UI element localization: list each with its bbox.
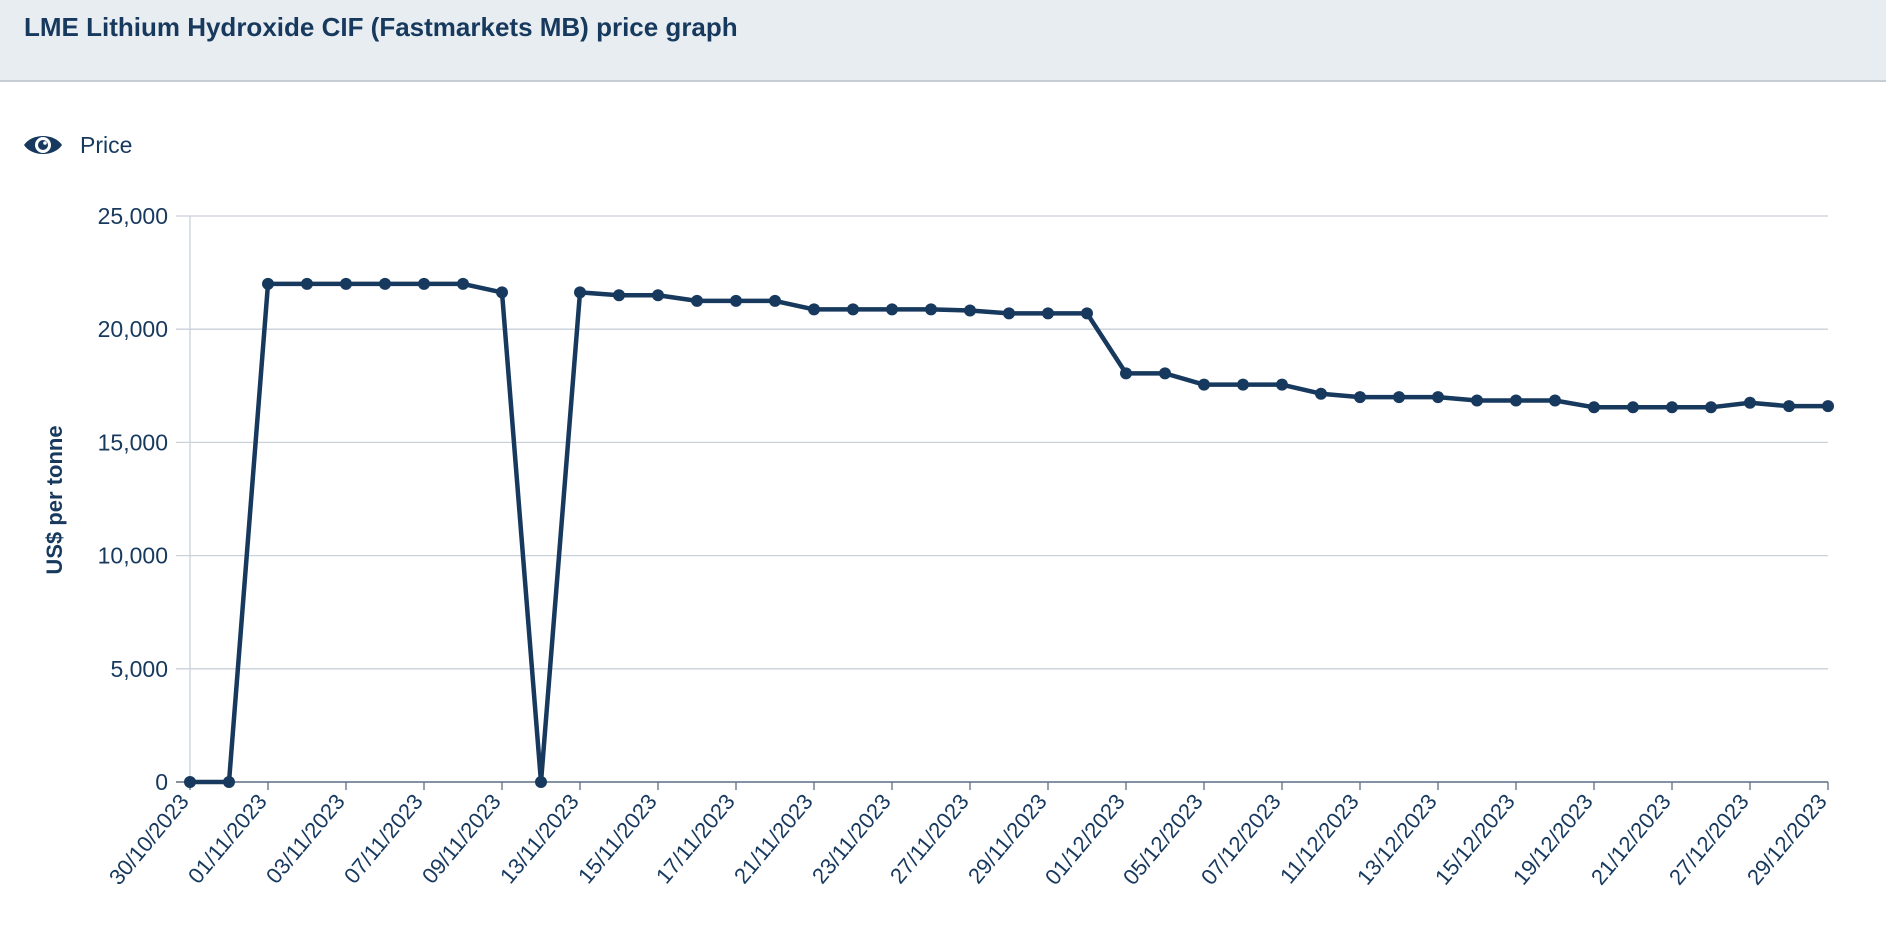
data-point[interactable]: [691, 294, 703, 307]
data-point[interactable]: [1588, 401, 1600, 414]
eye-icon[interactable]: [22, 130, 64, 160]
data-point[interactable]: [613, 289, 625, 302]
data-point[interactable]: [1822, 400, 1834, 413]
x-tick-label: 01/11/2023: [183, 789, 272, 888]
y-tick-label: 5,000: [110, 656, 168, 682]
data-point[interactable]: [1198, 378, 1210, 391]
data-point[interactable]: [1003, 307, 1015, 320]
x-tick-label: 05/12/2023: [1118, 789, 1208, 889]
x-tick-label: 17/11/2023: [651, 789, 740, 888]
data-point[interactable]: [1393, 391, 1405, 404]
x-tick-label: 21/11/2023: [729, 789, 818, 888]
x-tick-label: 27/11/2023: [885, 789, 974, 888]
y-tick-label: 25,000: [98, 203, 168, 229]
x-tick-label: 29/11/2023: [963, 789, 1052, 888]
x-tick-label: 30/10/2023: [104, 789, 194, 889]
y-tick-label: 10,000: [98, 543, 168, 569]
data-point[interactable]: [1744, 396, 1756, 409]
data-point[interactable]: [769, 294, 781, 307]
data-point[interactable]: [223, 776, 235, 788]
series-line-price: [187, 281, 1831, 785]
data-point[interactable]: [652, 289, 664, 302]
data-point[interactable]: [1666, 401, 1678, 414]
data-point[interactable]: [886, 303, 898, 316]
x-tick-label: 11/12/2023: [1275, 789, 1364, 888]
data-point[interactable]: [1042, 307, 1054, 320]
data-point[interactable]: [1081, 307, 1093, 320]
data-point[interactable]: [1432, 391, 1444, 404]
data-point[interactable]: [379, 277, 391, 290]
x-tick-label: 15/11/2023: [573, 789, 662, 888]
data-point[interactable]: [457, 277, 469, 290]
y-tick-label: 20,000: [98, 316, 168, 342]
chart-title: LME Lithium Hydroxide CIF (Fastmarkets M…: [24, 12, 738, 42]
data-point[interactable]: [535, 776, 547, 788]
x-tick-label: 21/12/2023: [1586, 789, 1676, 889]
x-tick-label: 29/12/2023: [1742, 789, 1832, 889]
gridlines: [176, 215, 1828, 783]
data-point[interactable]: [730, 294, 742, 307]
legend-label: Price: [80, 131, 133, 158]
x-tick-label: 03/11/2023: [261, 789, 350, 888]
x-tick-label: 13/11/2023: [495, 789, 584, 888]
data-point[interactable]: [1510, 394, 1522, 407]
data-point[interactable]: [1627, 401, 1639, 414]
data-point[interactable]: [925, 303, 937, 316]
series-price: [184, 277, 1834, 788]
data-point[interactable]: [574, 286, 586, 299]
data-point[interactable]: [1783, 400, 1795, 413]
x-tick-label: 01/12/2023: [1040, 789, 1130, 889]
y-tick-label: 0: [155, 769, 168, 795]
data-point[interactable]: [847, 303, 859, 316]
x-tick-label: 07/11/2023: [339, 789, 428, 888]
data-point[interactable]: [184, 776, 196, 788]
data-point[interactable]: [1120, 367, 1132, 380]
data-point[interactable]: [496, 286, 508, 299]
data-point[interactable]: [340, 277, 352, 290]
data-point[interactable]: [418, 277, 430, 290]
data-point[interactable]: [1276, 378, 1288, 391]
data-point[interactable]: [1159, 367, 1171, 380]
data-point[interactable]: [1354, 391, 1366, 404]
data-point[interactable]: [262, 277, 274, 290]
x-tick-label: 23/11/2023: [807, 789, 896, 888]
x-tick-label: 27/12/2023: [1664, 789, 1754, 889]
data-point[interactable]: [1471, 394, 1483, 407]
data-point[interactable]: [808, 303, 820, 316]
y-tick-label: 15,000: [98, 429, 168, 455]
legend-item-price[interactable]: Price: [22, 130, 132, 160]
data-point[interactable]: [1315, 387, 1327, 400]
x-tick-label: 15/12/2023: [1430, 789, 1520, 889]
y-axis-label: US$ per tonne: [42, 425, 67, 574]
chart-header: LME Lithium Hydroxide CIF (Fastmarkets M…: [0, 0, 1886, 82]
y-axis-ticks: 0 5,000 10,000 15,000 20,000 25,000: [98, 203, 168, 795]
x-tick-label: 19/12/2023: [1508, 789, 1598, 889]
data-point[interactable]: [1549, 394, 1561, 407]
x-tick-label: 09/11/2023: [417, 789, 506, 888]
data-point[interactable]: [1237, 378, 1249, 391]
x-tick-label: 13/12/2023: [1352, 789, 1442, 889]
data-point[interactable]: [301, 277, 313, 290]
x-tick-label: 07/12/2023: [1196, 789, 1286, 889]
data-point[interactable]: [1705, 401, 1717, 414]
x-axis-ticks: 30/10/202301/11/202303/11/202307/11/2023…: [104, 782, 1832, 890]
data-point[interactable]: [964, 304, 976, 317]
